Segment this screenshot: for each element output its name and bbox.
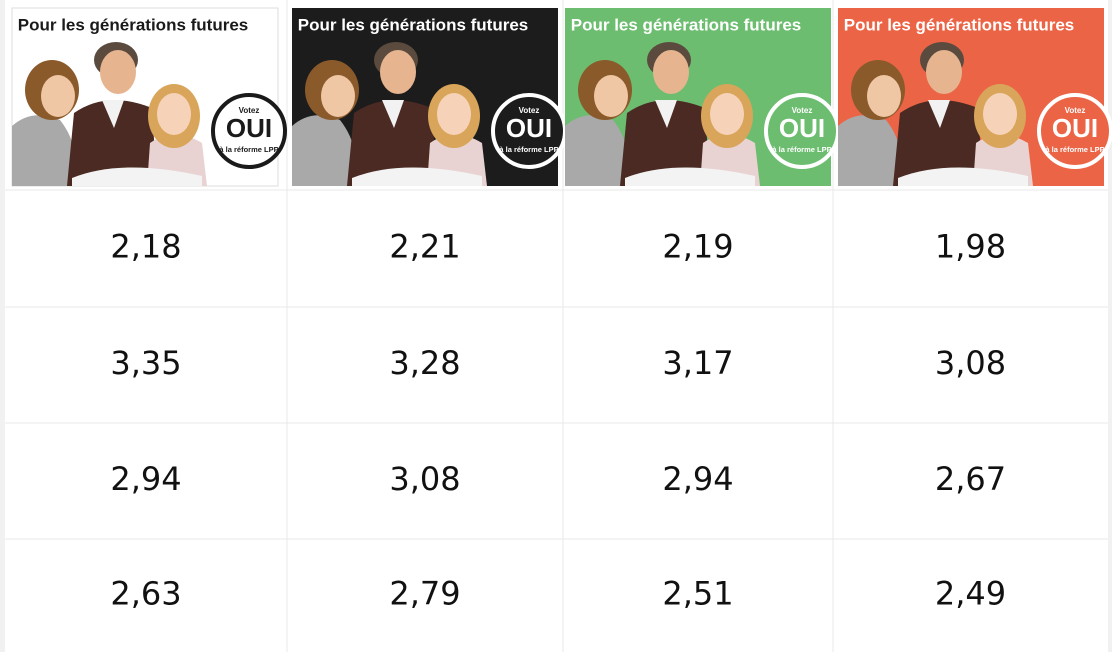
woman-face xyxy=(321,75,355,117)
poster-title: Pour les générations futures xyxy=(844,15,1075,34)
score-cell: 2,67 xyxy=(935,460,1006,498)
score-cell: 2,18 xyxy=(110,228,181,266)
badge-bottom: à la réforme LPP xyxy=(772,145,831,154)
score-cell: 3,08 xyxy=(389,460,460,498)
badge-main: OUI xyxy=(226,113,272,143)
score-cell: 3,17 xyxy=(662,344,733,382)
badge-main: OUI xyxy=(779,113,825,143)
badge-bottom: à la réforme LPP xyxy=(499,145,558,154)
poster-title: Pour les générations futures xyxy=(571,15,802,34)
man-face xyxy=(926,50,962,94)
score-cell: 2,51 xyxy=(662,575,733,613)
girl-face xyxy=(157,93,191,135)
poster-title: Pour les générations futures xyxy=(18,15,249,34)
page: Pour les générations futuresVotezOUIà la… xyxy=(0,0,1112,652)
score-cell: 3,28 xyxy=(389,344,460,382)
poster-title: Pour les générations futures xyxy=(298,15,529,34)
score-cell: 2,94 xyxy=(110,460,181,498)
left-edge xyxy=(0,0,5,652)
man-face xyxy=(100,50,136,94)
score-cell: 2,94 xyxy=(662,460,733,498)
badge-bottom: à la réforme LPP xyxy=(1045,145,1104,154)
girl-face xyxy=(710,93,744,135)
badge-main: OUI xyxy=(1052,113,1098,143)
girl-face xyxy=(983,93,1017,135)
badge-main: OUI xyxy=(506,113,552,143)
woman-face xyxy=(41,75,75,117)
score-cell: 2,63 xyxy=(110,575,181,613)
woman-face xyxy=(867,75,901,117)
score-cell: 1,98 xyxy=(935,228,1006,266)
score-cell: 3,08 xyxy=(935,344,1006,382)
score-cell: 2,21 xyxy=(389,228,460,266)
score-cell: 2,19 xyxy=(662,228,733,266)
score-cell: 2,79 xyxy=(389,575,460,613)
right-edge xyxy=(1108,0,1112,652)
comparison-table: Pour les générations futuresVotezOUIà la… xyxy=(0,0,1112,652)
woman-face xyxy=(594,75,628,117)
badge-bottom: à la réforme LPP xyxy=(219,145,278,154)
man-face xyxy=(380,50,416,94)
girl-face xyxy=(437,93,471,135)
man-face xyxy=(653,50,689,94)
score-cell: 3,35 xyxy=(110,344,181,382)
score-cell: 2,49 xyxy=(935,575,1006,613)
